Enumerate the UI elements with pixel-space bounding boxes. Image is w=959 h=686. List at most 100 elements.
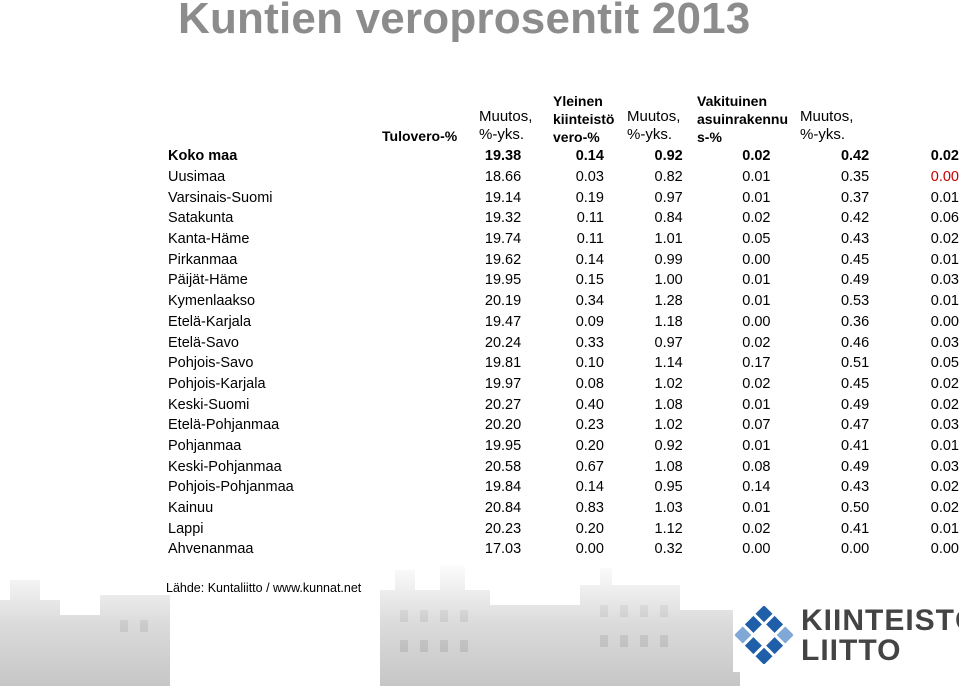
table-row: Pohjois-Pohjanmaa 19.84 0.14 0.95 0.14 0.43 0.… bbox=[166, 477, 959, 498]
region-name: Uusimaa bbox=[168, 169, 226, 186]
region-name: Pohjois-Karjala bbox=[168, 375, 266, 392]
value-cell: 0.00 bbox=[930, 541, 959, 558]
value-cell: 0.34 bbox=[575, 293, 604, 310]
region-name: Etelä-Pohjanmaa bbox=[168, 417, 280, 434]
value-cell: 1.18 bbox=[654, 313, 683, 330]
header-muutos-2: Muutos, %-yks. bbox=[627, 108, 681, 143]
value-cell: 19.95 bbox=[484, 272, 522, 289]
value-cell: 0.35 bbox=[840, 169, 870, 186]
value-cell: 19.97 bbox=[484, 375, 522, 392]
value-cell: 20.27 bbox=[484, 396, 522, 413]
value-cell: 0.03 bbox=[930, 417, 959, 434]
value-cell: 1.08 bbox=[654, 458, 683, 475]
region-name: Kanta-Häme bbox=[168, 231, 250, 248]
value-cell: 0.47 bbox=[840, 417, 870, 434]
value-cell: 0.92 bbox=[654, 148, 683, 165]
value-cell: 0.02 bbox=[930, 231, 959, 248]
region-name: Keski-Suomi bbox=[168, 396, 250, 413]
value-cell: 0.00 bbox=[930, 313, 959, 330]
value-cell: 20.19 bbox=[484, 293, 522, 310]
table-row: Kanta-Häme 19.74 0.11 1.01 0.05 0.43 0.02 bbox=[166, 229, 959, 250]
value-cell: 1.00 bbox=[654, 272, 683, 289]
value-cell: 0.01 bbox=[742, 272, 771, 289]
value-cell: 0.14 bbox=[742, 479, 771, 496]
value-cell: 19.95 bbox=[484, 437, 522, 454]
value-cell: 19.62 bbox=[484, 251, 522, 268]
value-cell: 20.84 bbox=[484, 500, 522, 517]
value-cell: 0.97 bbox=[654, 189, 683, 206]
value-cell: 0.19 bbox=[575, 189, 604, 206]
region-name: Etelä-Savo bbox=[168, 334, 239, 351]
tax-rate-table: Koko maa 19.38 0.14 0.92 0.02 0.42 0.02 Uusimaa… bbox=[166, 146, 959, 560]
header-yleinen-kiinteistovero: Yleinen kiinteistö vero-% bbox=[553, 93, 615, 145]
value-cell: 1.02 bbox=[654, 417, 683, 434]
value-cell: 0.14 bbox=[575, 251, 604, 268]
value-cell: 0.06 bbox=[930, 210, 959, 227]
value-cell: 0.40 bbox=[575, 396, 604, 413]
value-cell: 0.15 bbox=[575, 272, 604, 289]
region-name: Pohjanmaa bbox=[168, 437, 242, 454]
value-cell: 19.84 bbox=[484, 479, 522, 496]
value-cell: 1.12 bbox=[654, 520, 683, 537]
table-row: Etelä-Savo 20.24 0.33 0.97 0.02 0.46 0.03 bbox=[166, 332, 959, 353]
value-cell: 0.99 bbox=[654, 251, 683, 268]
value-cell: 19.38 bbox=[484, 148, 522, 165]
value-cell: 20.58 bbox=[484, 458, 522, 475]
value-cell: 0.01 bbox=[930, 520, 959, 537]
value-cell: 0.82 bbox=[654, 169, 683, 186]
value-cell: 0.00 bbox=[840, 541, 870, 558]
value-cell: 0.02 bbox=[742, 520, 771, 537]
value-cell: 0.11 bbox=[576, 231, 604, 248]
value-cell: 0.32 bbox=[654, 541, 683, 558]
table-row: Koko maa 19.38 0.14 0.92 0.02 0.42 0.02 bbox=[166, 146, 959, 167]
value-cell: 1.03 bbox=[654, 500, 683, 517]
region-name: Pohjois-Pohjanmaa bbox=[168, 479, 294, 496]
table-row: Lappi 20.23 0.20 1.12 0.02 0.41 0.01 bbox=[166, 518, 959, 539]
value-cell: 0.08 bbox=[575, 375, 604, 392]
value-cell: 0.05 bbox=[742, 231, 771, 248]
header-tulovero: Tulovero-% bbox=[382, 128, 458, 144]
header-muutos-1: Muutos, %-yks. bbox=[479, 108, 533, 143]
diamond-grid-logo-icon bbox=[735, 606, 793, 664]
value-cell: 0.02 bbox=[742, 375, 771, 392]
value-cell: 0.01 bbox=[930, 293, 959, 310]
value-cell: 0.02 bbox=[930, 375, 959, 392]
value-cell: 0.92 bbox=[654, 437, 683, 454]
value-cell: 0.09 bbox=[575, 313, 604, 330]
table-row: Satakunta 19.32 0.11 0.84 0.02 0.42 0.06 bbox=[166, 208, 959, 229]
value-cell: 0.02 bbox=[930, 479, 959, 496]
value-cell: 0.01 bbox=[930, 437, 959, 454]
value-cell: 0.08 bbox=[742, 458, 771, 475]
value-cell: 17.03 bbox=[484, 541, 522, 558]
value-cell: 0.49 bbox=[840, 272, 870, 289]
value-cell: 0.41 bbox=[840, 437, 870, 454]
value-cell: 0.01 bbox=[742, 437, 771, 454]
value-cell: 0.02 bbox=[930, 500, 959, 517]
value-cell: 19.81 bbox=[484, 355, 522, 372]
value-cell: 0.49 bbox=[840, 458, 870, 475]
value-cell: 19.74 bbox=[484, 231, 522, 248]
value-cell: 0.11 bbox=[576, 210, 604, 227]
value-cell: 20.24 bbox=[484, 334, 522, 351]
value-cell: 0.02 bbox=[930, 148, 959, 165]
value-cell: 0.00 bbox=[742, 541, 771, 558]
value-cell: 0.02 bbox=[742, 334, 771, 351]
header-muutos-3: Muutos, %-yks. bbox=[800, 108, 854, 143]
value-cell: 0.20 bbox=[575, 520, 604, 537]
value-cell: 20.23 bbox=[484, 520, 522, 537]
value-cell: 0.33 bbox=[575, 334, 604, 351]
table-row: Pohjanmaa 19.95 0.20 0.92 0.01 0.41 0.01 bbox=[166, 436, 959, 457]
value-cell: 0.14 bbox=[575, 148, 604, 165]
table-row: Päijät-Häme 19.95 0.15 1.00 0.01 0.49 0.03 bbox=[166, 270, 959, 291]
value-cell: 0.46 bbox=[840, 334, 870, 351]
value-cell: 0.23 bbox=[575, 417, 604, 434]
logo-text-line1: KIINTEISTÖ bbox=[801, 604, 959, 637]
region-name: Keski-Pohjanmaa bbox=[168, 458, 282, 475]
value-cell: 20.20 bbox=[484, 417, 522, 434]
value-cell: 19.14 bbox=[484, 189, 522, 206]
header-vakituinen-asuinrakennus: Vakituinen asuinrakennu s-% bbox=[697, 93, 789, 145]
value-cell: 0.01 bbox=[742, 500, 771, 517]
value-cell: 0.67 bbox=[575, 458, 604, 475]
table-row: Kainuu 20.84 0.83 1.03 0.01 0.50 0.02 bbox=[166, 498, 959, 519]
region-name: Varsinais-Suomi bbox=[168, 189, 273, 206]
